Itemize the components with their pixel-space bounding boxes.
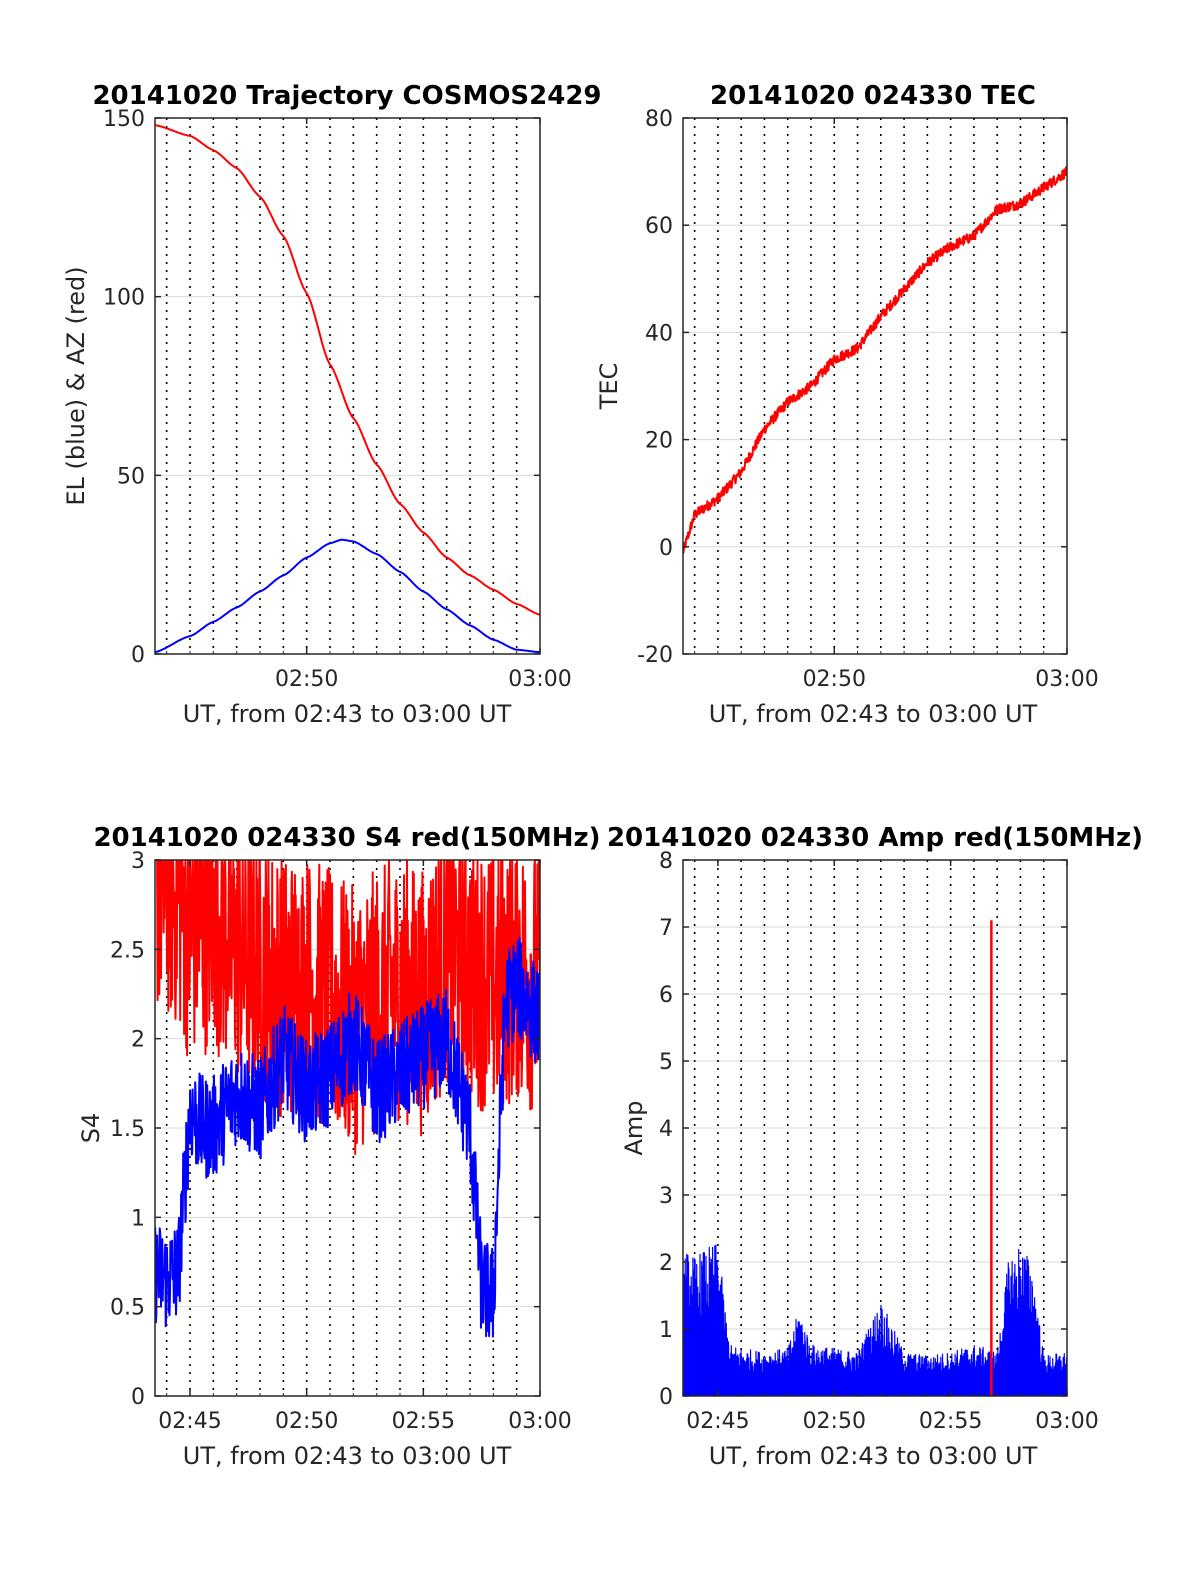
y-tick-label: 1 — [131, 1206, 145, 1231]
x-tick-label: 03:00 — [508, 1409, 571, 1434]
panel-tec: 20141020 024330 TEC -20 0 20 40 60 80 02:50 03:… — [595, 81, 1099, 728]
x-tick-label: 02:55 — [919, 1409, 982, 1434]
series-line — [683, 166, 1067, 554]
y-tick-label: 8 — [659, 849, 673, 874]
y-tick-label: 60 — [645, 214, 673, 239]
y-tick-label: 0 — [659, 1385, 673, 1410]
chart-title: 20141020 024330 TEC — [710, 81, 1036, 111]
x-tick-label: 02:45 — [158, 1409, 221, 1434]
series-line — [155, 124, 540, 616]
y-tick-label: 0 — [131, 1385, 145, 1410]
series-line — [683, 1244, 1067, 1396]
panel-amp: 20141020 024330 Amp red(150MHz) 0 1 2 3 4 5 6 7… — [607, 823, 1143, 1470]
x-tick-label: 02:50 — [275, 1409, 338, 1434]
x-tick-label: 03:00 — [1035, 1409, 1098, 1434]
x-tick-label: 02:50 — [275, 667, 338, 692]
y-tick-label: 4 — [659, 1117, 673, 1142]
x-tick-label: 02:50 — [803, 1409, 866, 1434]
y-axis-label: S4 — [77, 1113, 105, 1144]
y-tick-label: 20 — [645, 429, 673, 454]
y-tick-label: 6 — [659, 983, 673, 1008]
x-tick-label: 02:45 — [686, 1409, 749, 1434]
y-tick-label: 1.5 — [110, 1117, 145, 1142]
y-tick-label: 0 — [131, 643, 145, 668]
x-tick-label: 02:50 — [803, 667, 866, 692]
y-tick-label: 0.5 — [110, 1296, 145, 1321]
y-tick-label: -20 — [637, 643, 673, 668]
y-axis-label: Amp — [620, 1100, 648, 1155]
axes-box — [154, 117, 541, 655]
chart-title: 20141020 024330 S4 red(150MHz) — [93, 823, 600, 853]
y-tick-label: 2.5 — [110, 938, 145, 963]
y-tick-label: 2 — [659, 1251, 673, 1276]
y-tick-label: 150 — [103, 107, 145, 132]
y-tick-label: 3 — [659, 1184, 673, 1209]
chart-title: 20141020 Trajectory COSMOS2429 — [92, 81, 601, 111]
y-tick-label: 7 — [659, 916, 673, 941]
y-tick-label: 1 — [659, 1318, 673, 1343]
x-axis-label: UT, from 02:43 to 03:00 UT — [709, 700, 1038, 728]
y-tick-label: 100 — [103, 286, 145, 311]
series-line — [155, 538, 540, 654]
y-tick-label: 80 — [645, 107, 673, 132]
x-axis-label: UT, from 02:43 to 03:00 UT — [183, 1442, 512, 1470]
y-axis-label: EL (blue) & AZ (red) — [62, 266, 90, 505]
x-tick-label: 02:55 — [392, 1409, 455, 1434]
x-tick-label: 03:00 — [1035, 667, 1098, 692]
y-tick-label: 40 — [645, 321, 673, 346]
y-tick-label: 3 — [131, 849, 145, 874]
series-line — [155, 860, 540, 1155]
x-axis-label: UT, from 02:43 to 03:00 UT — [709, 1442, 1038, 1470]
x-tick-label: 03:00 — [508, 667, 571, 692]
chart-title: 20141020 024330 Amp red(150MHz) — [607, 823, 1143, 853]
panel-trajectory: 20141020 Trajectory COSMOS2429 0 50 100 150… — [62, 81, 602, 728]
y-tick-label: 0 — [659, 536, 673, 561]
series-line — [155, 936, 540, 1338]
y-tick-label: 50 — [117, 464, 145, 489]
y-axis-label: TEC — [595, 363, 623, 411]
x-axis-label: UT, from 02:43 to 03:00 UT — [183, 700, 512, 728]
panel-s4: 20141020 024330 S4 red(150MHz) 0 0.5 1 1.5 2… — [77, 823, 601, 1470]
y-tick-label: 5 — [659, 1050, 673, 1075]
y-tick-label: 2 — [131, 1028, 145, 1053]
axes-box — [682, 117, 1068, 655]
